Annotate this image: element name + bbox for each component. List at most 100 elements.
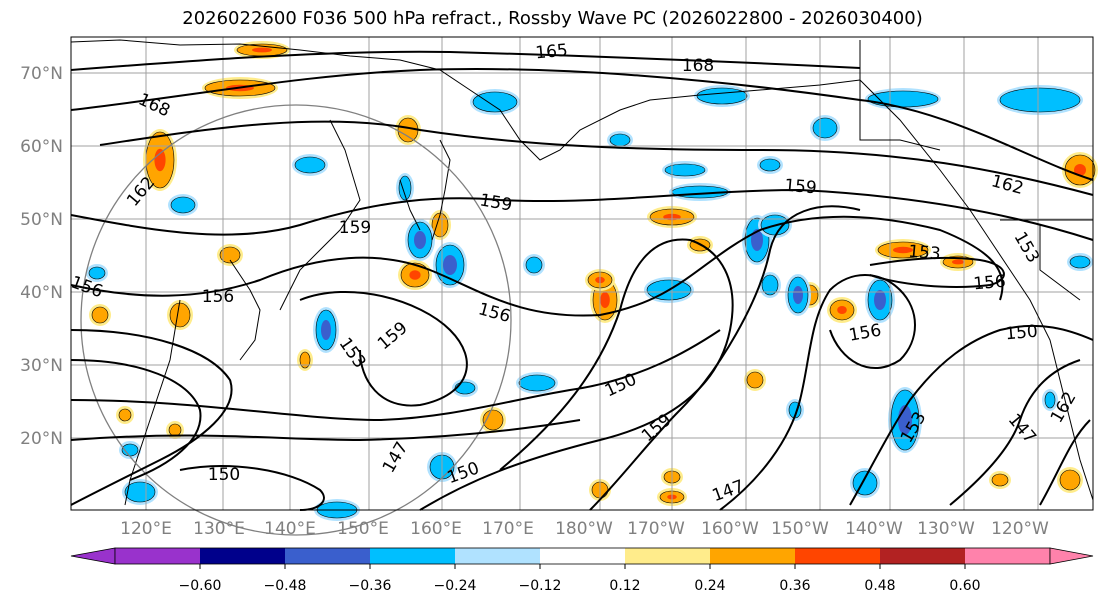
colorbar-segment: [370, 548, 456, 564]
contour-label: 159: [783, 176, 817, 199]
strong-positive-anomaly: [600, 292, 610, 308]
colorbar-tick-label: 0.48: [864, 578, 895, 594]
negative-anomaly-core: [124, 481, 156, 503]
strong-positive-anomaly: [409, 270, 421, 280]
negative-anomaly-core: [398, 175, 412, 201]
lat-label: 40°N: [20, 283, 63, 303]
lon-label: 160°W: [701, 519, 759, 539]
strong-positive-anomaly: [252, 47, 272, 53]
negative-anomaly-core: [999, 87, 1081, 113]
positive-anomaly-core: [746, 371, 764, 389]
negative-anomaly-core: [1044, 391, 1056, 409]
negative-anomaly-core: [454, 381, 476, 395]
colorbar-segment: [710, 548, 796, 564]
negative-anomaly-core: [696, 87, 748, 105]
colorbar-tick-label: −0.60: [179, 578, 222, 594]
colorbar-segment: [200, 548, 286, 564]
negative-anomaly-core: [609, 133, 631, 147]
latitude-labels: 70°N 60°N 50°N 40°N 30°N 20°N: [20, 64, 63, 449]
positive-anomaly-core: [169, 302, 191, 328]
colorbar-tick-label: −0.24: [434, 578, 477, 594]
negative-anomaly-core: [525, 256, 543, 274]
negative-anomaly-core: [761, 274, 779, 296]
lon-label: 150°E: [337, 519, 389, 539]
colorbar: −0.60 −0.48 −0.36 −0.24 −0.12 0.12 0.24 0.36 0.4…: [70, 547, 1094, 594]
colorbar-tick-label: 0.24: [694, 578, 725, 594]
strong-negative-anomaly: [443, 255, 457, 275]
strong-positive-anomaly: [154, 148, 166, 172]
lon-label: 140°W: [845, 519, 903, 539]
positive-anomaly-core: [168, 423, 182, 437]
colorbar-tick-label: −0.48: [264, 578, 307, 594]
colorbar-tick-label: −0.36: [349, 578, 392, 594]
positive-anomaly-core: [482, 409, 504, 431]
lon-label: 120°E: [120, 519, 172, 539]
colorbar-tick-label: 0.60: [949, 578, 980, 594]
colorbar-segment: [115, 548, 201, 564]
positive-anomaly-core: [91, 306, 109, 324]
colorbar-segment: [880, 548, 966, 564]
colorbar-segment: [965, 548, 1051, 564]
positive-anomaly-core: [991, 473, 1009, 487]
gridlines: [71, 37, 1093, 510]
negative-anomaly-core: [88, 266, 106, 280]
positive-anomaly-core: [118, 408, 132, 422]
colorbar-segment: [455, 548, 541, 564]
negative-anomaly-core: [170, 196, 196, 214]
lon-label: 180°W: [555, 519, 613, 539]
contour-label: 159: [339, 218, 371, 238]
contour-label: 156: [973, 272, 1007, 295]
lon-label: 170°E: [482, 519, 534, 539]
contour-label: 156: [202, 287, 234, 307]
colorbar-extend-low: [70, 547, 116, 565]
contour-label: 150: [1005, 322, 1039, 345]
strong-positive-anomaly: [952, 259, 964, 265]
strong-negative-anomaly: [321, 320, 331, 340]
negative-anomaly-core: [472, 91, 518, 113]
negative-anomaly-core: [812, 117, 838, 139]
colorbar-segment: [285, 548, 371, 564]
longitude-labels: 120°E 130°E 140°E 150°E 160°E 170°E 180°W 170°W…: [120, 519, 1049, 539]
colorbar-segment: [540, 548, 626, 564]
lat-label: 70°N: [20, 64, 63, 84]
positive-anomaly-core: [219, 246, 241, 264]
map-title: 2026022600 F036 500 hPa refract., Rossby…: [182, 8, 923, 29]
strong-negative-anomaly: [414, 231, 426, 249]
positive-anomaly-core: [1059, 469, 1081, 491]
negative-anomaly-core: [759, 158, 781, 172]
lat-label: 60°N: [20, 137, 63, 157]
contour-label: 165: [535, 41, 569, 64]
strong-negative-anomaly: [874, 290, 886, 310]
negative-anomaly-core: [518, 374, 556, 392]
positive-anomaly-core: [299, 351, 311, 369]
colorbar-tick-label: 0.36: [779, 578, 810, 594]
colorbar-tick-label: 0.12: [609, 578, 640, 594]
colorbar-segment: [795, 548, 881, 564]
lat-label: 50°N: [20, 210, 63, 230]
lon-label: 170°W: [627, 519, 685, 539]
contour-label: 153: [907, 242, 941, 265]
lon-label: 130°W: [917, 519, 975, 539]
lat-label: 20°N: [20, 429, 63, 449]
lat-label: 30°N: [20, 356, 63, 376]
strong-positive-anomaly: [837, 306, 847, 314]
colorbar-tick-label: −0.12: [519, 578, 562, 594]
colorbar-segment: [625, 548, 711, 564]
lon-label: 130°E: [193, 519, 245, 539]
negative-anomaly-core: [294, 156, 326, 174]
lon-label: 120°W: [991, 519, 1049, 539]
strong-positive-anomaly: [893, 246, 913, 254]
lon-label: 160°E: [410, 519, 462, 539]
negative-anomaly-core: [1069, 255, 1091, 269]
contour-label: 150: [208, 465, 240, 485]
colorbar-extend-high: [1049, 547, 1094, 565]
lon-label: 140°E: [264, 519, 316, 539]
lon-label: 150°W: [771, 519, 829, 539]
negative-anomaly-core: [664, 163, 706, 177]
strong-negative-anomaly: [793, 286, 803, 304]
strong-negative-anomaly: [751, 229, 763, 251]
strong-positive-anomaly: [1074, 164, 1086, 176]
contour-label: 168: [682, 56, 714, 76]
contour-lines: [70, 50, 1094, 511]
